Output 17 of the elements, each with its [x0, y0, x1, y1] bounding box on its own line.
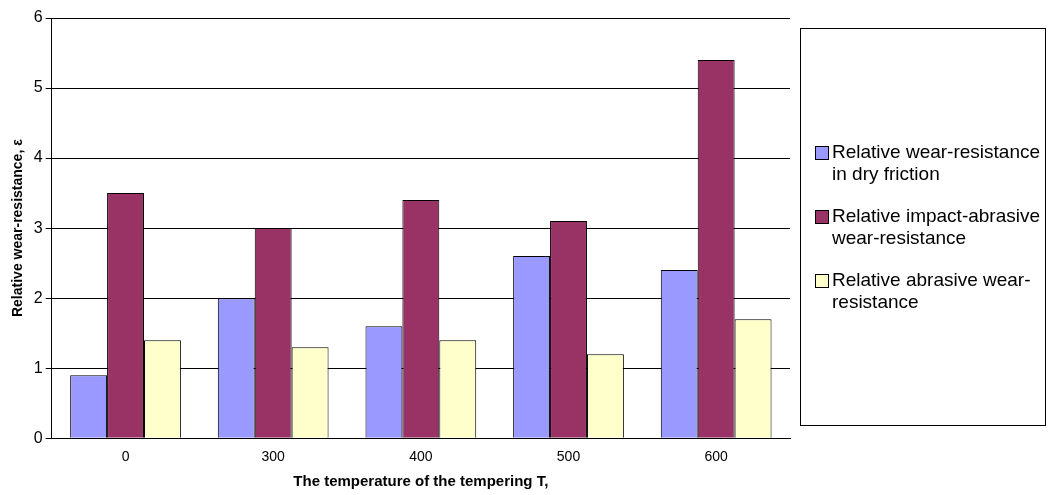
legend-label: Relative abrasive wear-resistance	[832, 269, 1032, 313]
x-tick-label: 600	[704, 448, 729, 465]
y-axis-title: Relative wear-resistance, ε	[9, 138, 26, 318]
y-tick-label: 4	[33, 148, 43, 166]
legend-label: Relative impact-abrasive wear-resistance	[832, 205, 1042, 249]
y-tick-label: 2	[33, 288, 43, 306]
y-tick-label: 3	[33, 218, 43, 236]
y-tick-label: 5	[33, 78, 43, 96]
x-tick-label: 0	[121, 448, 130, 465]
y-tick-label: 0	[33, 428, 43, 446]
x-tick-label: 500	[556, 448, 581, 465]
x-axis-title: The temperature of the tempering T,	[293, 472, 549, 490]
legend-label: Relative wear-resistance in dry friction	[832, 141, 1042, 185]
x-tick-label: 400	[409, 448, 433, 465]
x-tick-label: 300	[261, 448, 286, 465]
y-tick-label: 1	[33, 358, 43, 376]
y-tick-label: 6	[33, 8, 43, 26]
